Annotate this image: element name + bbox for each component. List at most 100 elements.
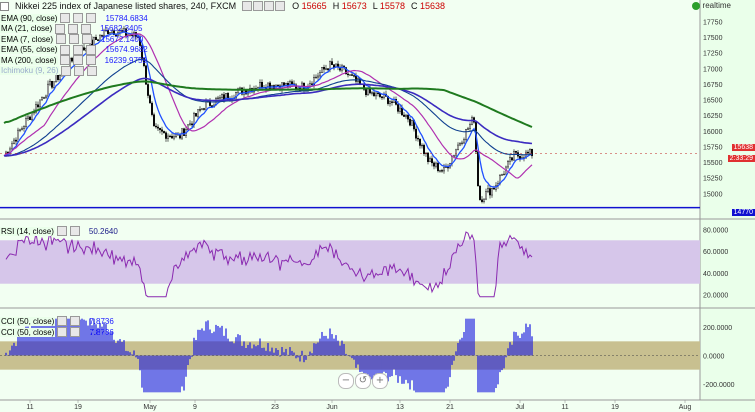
candle — [501, 174, 504, 176]
candle — [325, 68, 328, 70]
main-indicator-row[interactable]: MA (200, close) 16239.9759 — [0, 55, 147, 65]
candle — [373, 92, 376, 97]
rsi-tick-label: 80.0000 — [703, 227, 728, 234]
price-tick-label: 16750 — [703, 82, 723, 89]
candle — [477, 151, 480, 187]
indicator-control-icon[interactable] — [60, 44, 71, 55]
main-indicator-row[interactable]: EMA (7, close) 15672.1400 — [0, 34, 143, 44]
settings-icons[interactable] — [242, 1, 286, 12]
price-axis — [700, 0, 755, 412]
candle — [204, 101, 207, 110]
collapse-icon[interactable] — [0, 1, 9, 11]
zoom-out-button[interactable]: − — [338, 373, 354, 389]
candle — [531, 149, 534, 157]
ema90-line — [4, 77, 533, 157]
candle — [17, 129, 20, 142]
candle — [485, 191, 488, 200]
candle — [120, 30, 123, 32]
candle — [377, 92, 380, 94]
candle — [491, 188, 494, 196]
time-tick-label: Jun — [326, 404, 337, 411]
rsi-tick-label: 40.0000 — [703, 271, 728, 278]
main-indicator-label: Ichimoku (9, 26) — [0, 66, 60, 75]
indicator-control-icon[interactable] — [74, 65, 85, 76]
indicator-control-icon[interactable] — [60, 13, 71, 23]
indicator-control-icon[interactable] — [86, 13, 97, 23]
candle — [202, 108, 205, 110]
main-indicator-row[interactable]: Ichimoku (9, 26) — [0, 65, 98, 76]
cci2-settings-icon[interactable] — [57, 327, 68, 337]
candle — [10, 143, 13, 150]
candle — [443, 167, 446, 172]
price-tick-label: 15000 — [703, 191, 723, 198]
candle — [14, 139, 17, 142]
rsi-settings-icon[interactable] — [56, 226, 67, 236]
candle — [327, 68, 330, 70]
zoom-in-button[interactable]: + — [372, 373, 388, 389]
cci2-close-icon[interactable] — [70, 327, 81, 337]
candle — [347, 73, 350, 76]
candle — [339, 66, 342, 71]
ohlc-high: H 15673 — [332, 1, 367, 11]
candle — [435, 162, 438, 167]
indicator-control-icon[interactable] — [69, 34, 80, 44]
candle — [55, 74, 58, 83]
candle — [433, 162, 436, 167]
candle — [415, 128, 418, 139]
candle — [333, 64, 336, 68]
candle — [405, 114, 408, 117]
time-tick-label: 13 — [396, 404, 404, 411]
candle — [423, 144, 426, 154]
indicator-control-icon[interactable] — [81, 23, 92, 34]
cci-legend-2: CCI (50, close) 7.8736 — [0, 327, 114, 337]
candle — [321, 66, 324, 73]
indicator-control-icon[interactable] — [85, 55, 96, 65]
indicator-control-icon[interactable] — [86, 44, 97, 55]
cci-tick-label: -200.0000 — [703, 382, 735, 389]
indicator-control-icon[interactable] — [72, 55, 83, 65]
indicator-control-icon[interactable] — [82, 34, 93, 44]
candle — [144, 65, 147, 85]
indicator-control-icon[interactable] — [56, 34, 67, 44]
indicator-control-icon[interactable] — [73, 44, 84, 55]
indicator-control-icon[interactable] — [55, 23, 66, 34]
time-tick-label: 11 — [26, 404, 33, 411]
cci-settings-icon[interactable] — [57, 316, 68, 326]
main-indicator-label: EMA (55, close) — [0, 45, 59, 54]
cci-close-icon[interactable] — [70, 316, 81, 326]
candle — [220, 94, 223, 98]
candle — [140, 45, 143, 59]
candle — [467, 128, 470, 130]
candle — [511, 157, 514, 161]
candle — [417, 138, 420, 140]
price-tick-label: 16000 — [703, 129, 723, 136]
candle — [353, 75, 356, 77]
indicator-control-icon[interactable] — [87, 65, 98, 76]
reset-button[interactable]: ↺ — [355, 373, 371, 389]
candle — [317, 75, 320, 78]
indicator-control-icon[interactable] — [73, 13, 84, 23]
candle — [170, 135, 173, 139]
indicator-control-icon[interactable] — [68, 23, 79, 34]
indicator-control-icon[interactable] — [59, 55, 70, 65]
candle — [513, 151, 516, 161]
main-indicator-row[interactable]: EMA (55, close) 15674.9682 — [0, 44, 148, 55]
candle — [238, 87, 241, 89]
indicator-control-icon[interactable] — [61, 65, 72, 76]
rsi-close-icon[interactable] — [69, 226, 80, 236]
realtime-indicator[interactable]: realtime — [691, 1, 731, 10]
candle — [421, 144, 424, 147]
price-tick-label: 15500 — [703, 160, 723, 167]
candle — [381, 96, 384, 99]
main-indicator-row[interactable]: MA (21, close) 15682.3405 — [0, 23, 142, 34]
time-tick-label: May — [143, 404, 157, 411]
main-indicator-row[interactable]: EMA (90, close) 15784.6834 — [0, 13, 148, 23]
candle — [35, 104, 38, 113]
candle — [146, 84, 149, 96]
candle — [455, 149, 458, 156]
candle — [267, 82, 270, 90]
price-tick-label: 17000 — [703, 66, 723, 73]
candle — [493, 188, 496, 190]
